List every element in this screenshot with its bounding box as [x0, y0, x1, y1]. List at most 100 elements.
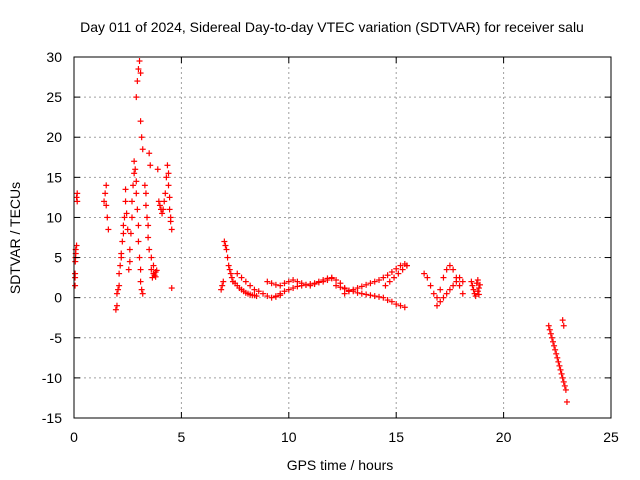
data-point — [560, 378, 567, 385]
data-point — [456, 282, 463, 289]
grid — [74, 57, 611, 418]
data-point — [128, 214, 135, 221]
data-point — [476, 281, 483, 288]
data-point — [135, 66, 142, 73]
data-point — [134, 78, 141, 85]
data-point — [127, 230, 134, 237]
data-point — [285, 286, 292, 293]
y-tick-label: 0 — [54, 290, 62, 306]
data-point — [553, 350, 560, 357]
data-point — [142, 202, 149, 209]
data-point — [160, 206, 167, 213]
data-point — [427, 282, 434, 289]
y-tick-label: 30 — [46, 49, 62, 65]
data-point — [103, 202, 110, 209]
data-point — [222, 242, 229, 249]
data-point — [395, 270, 402, 277]
data-point — [401, 304, 408, 311]
data-point — [470, 286, 477, 293]
data-point — [166, 194, 173, 201]
data-point — [474, 277, 481, 284]
data-point — [145, 222, 152, 229]
data-point — [468, 278, 475, 285]
data-point — [350, 286, 357, 293]
data-point — [315, 279, 322, 286]
data-points — [72, 58, 570, 405]
data-point — [112, 306, 119, 313]
data-point — [555, 358, 562, 365]
data-point — [450, 282, 457, 289]
data-point — [550, 338, 557, 345]
data-point — [144, 214, 151, 221]
data-point — [386, 278, 393, 285]
data-point — [459, 278, 466, 285]
data-point — [268, 294, 275, 301]
data-point — [156, 202, 163, 209]
data-point — [281, 280, 288, 287]
data-point — [363, 291, 370, 298]
data-point — [136, 58, 143, 65]
data-point — [163, 174, 170, 181]
data-point — [139, 146, 146, 153]
data-point — [345, 288, 352, 295]
data-point — [443, 290, 450, 297]
x-tick-labels: 0 5 10 15 20 25 — [70, 429, 619, 445]
data-point — [333, 277, 340, 284]
y-tick-label: -15 — [42, 410, 62, 426]
data-point — [456, 274, 463, 281]
data-point — [122, 186, 129, 193]
data-point — [73, 194, 80, 201]
data-point — [388, 268, 395, 275]
data-point — [126, 258, 133, 265]
data-point — [551, 342, 558, 349]
data-point — [397, 302, 404, 309]
data-point — [341, 290, 348, 297]
data-point — [168, 226, 175, 233]
data-point — [399, 266, 406, 273]
data-point — [384, 297, 391, 304]
data-point — [556, 362, 563, 369]
data-point — [285, 278, 292, 285]
data-point — [74, 198, 81, 205]
data-point — [367, 280, 374, 287]
data-point — [453, 278, 460, 285]
axis-ticks — [73, 56, 612, 419]
data-point — [440, 274, 447, 281]
data-point — [104, 214, 111, 221]
data-point — [145, 234, 152, 241]
data-point — [260, 290, 267, 297]
data-point — [363, 281, 370, 288]
data-point — [116, 270, 123, 277]
data-point — [371, 278, 378, 285]
data-point — [133, 178, 140, 185]
data-point — [238, 274, 245, 281]
data-point — [294, 283, 301, 290]
data-point — [134, 206, 141, 213]
data-point — [328, 275, 335, 282]
y-tick-labels: -15 -10 -5 0 5 10 15 20 25 30 — [42, 49, 62, 426]
data-point — [139, 290, 146, 297]
data-point — [376, 277, 383, 284]
data-point — [403, 262, 410, 269]
data-point — [131, 170, 138, 177]
plot-frame — [73, 56, 612, 419]
data-point — [225, 262, 232, 269]
data-point — [268, 280, 275, 287]
data-point — [559, 317, 566, 324]
data-point — [380, 294, 387, 301]
data-point — [251, 286, 258, 293]
data-point — [224, 254, 231, 261]
y-tick-label: 15 — [46, 169, 62, 185]
data-point — [148, 266, 155, 273]
data-point — [382, 282, 389, 289]
data-point — [358, 290, 365, 297]
data-point — [469, 282, 476, 289]
data-point — [446, 262, 453, 269]
data-point — [138, 286, 145, 293]
data-point — [450, 266, 457, 273]
data-point — [430, 290, 437, 297]
data-point — [101, 198, 108, 205]
data-point — [307, 281, 314, 288]
data-point — [133, 94, 140, 101]
data-point — [72, 282, 79, 289]
